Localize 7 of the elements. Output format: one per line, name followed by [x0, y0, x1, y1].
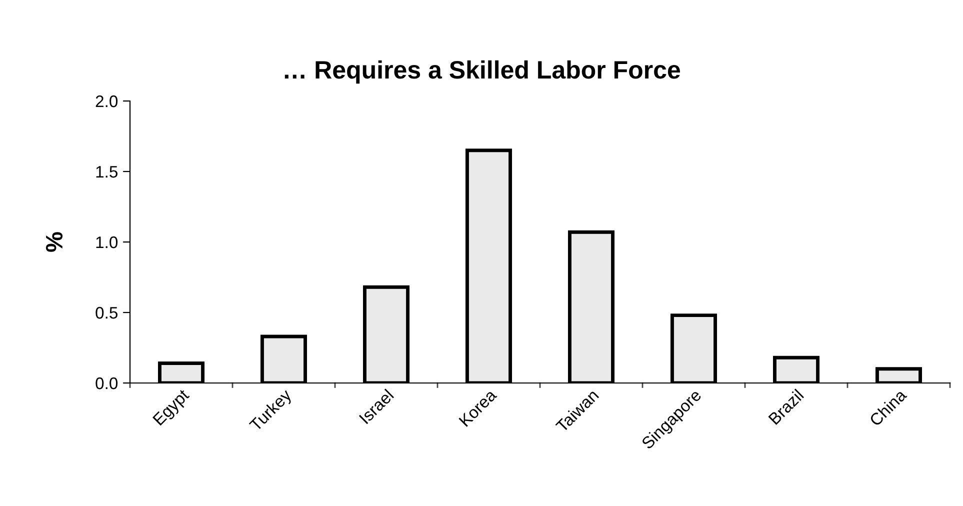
y-tick-label: 1.0 — [96, 236, 118, 248]
y-tick-label: 1.5 — [96, 166, 118, 178]
chart-title: … Requires a Skilled Labor Force — [284, 60, 680, 84]
y-tick-label: 2.0 — [96, 95, 118, 108]
y-axis-title: % — [46, 232, 63, 252]
y-tick-label: 0.5 — [96, 306, 118, 319]
y-tick-label: 0.0 — [96, 377, 118, 390]
